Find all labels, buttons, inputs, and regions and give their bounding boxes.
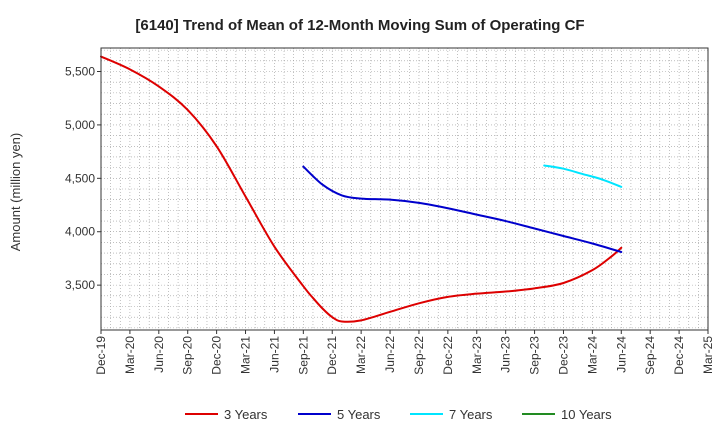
series-line-7-years (543, 164, 623, 188)
y-axis-ticks: 3,500 4,000 4,500 5,000 5,500 (65, 65, 101, 292)
x-tick-label: Mar-22 (354, 336, 368, 374)
y-axis-label: Amount (million yen) (8, 133, 23, 252)
x-tick-label: Dec-22 (441, 336, 455, 375)
x-axis-ticks: Dec-19 Mar-20 Jun-20 Sep-20 Dec-20 Mar-21 Jun-… (94, 330, 715, 375)
legend: 3 Years 5 Years 7 Years 10 Years (185, 407, 612, 422)
x-tick-label: Sep-22 (412, 336, 426, 375)
legend-label: 10 Years (561, 407, 612, 422)
legend-label: 3 Years (224, 407, 268, 422)
series-line-3-years (100, 55, 623, 323)
x-tick-label: Mar-21 (239, 336, 253, 374)
legend-label: 5 Years (337, 407, 381, 422)
x-tick-label: Dec-19 (94, 336, 108, 375)
x-tick-label: Mar-20 (123, 336, 137, 374)
y-tick-label: 5,000 (65, 118, 95, 132)
x-tick-label: Sep-24 (643, 336, 657, 375)
x-tick-label: Jun-24 (614, 336, 628, 373)
x-tick-label: Dec-23 (556, 336, 570, 375)
x-tick-label: Mar-23 (470, 336, 484, 374)
x-tick-label: Jun-21 (267, 336, 281, 373)
y-tick-label: 3,500 (65, 278, 95, 292)
y-tick-label: 5,500 (65, 65, 95, 79)
x-tick-label: Sep-21 (296, 336, 310, 375)
legend-label: 7 Years (449, 407, 493, 422)
x-tick-label: Jun-20 (152, 336, 166, 373)
x-tick-label: Dec-20 (210, 336, 224, 375)
y-tick-label: 4,000 (65, 225, 95, 239)
y-tick-label: 4,500 (65, 171, 95, 185)
x-tick-label: Mar-25 (701, 336, 715, 374)
x-tick-label: Sep-23 (528, 336, 542, 375)
x-tick-label: Dec-24 (672, 336, 686, 375)
chart-title: [6140] Trend of Mean of 12-Month Moving … (135, 17, 584, 34)
x-tick-label: Sep-20 (181, 336, 195, 375)
x-tick-label: Dec-21 (325, 336, 339, 375)
x-tick-label: Mar-24 (585, 336, 599, 374)
x-tick-label: Jun-23 (499, 336, 513, 373)
x-tick-label: Jun-22 (383, 336, 397, 373)
series-line-5-years (302, 165, 623, 254)
plot-area (100, 47, 709, 331)
series-lines (100, 55, 623, 323)
grid (101, 48, 708, 330)
